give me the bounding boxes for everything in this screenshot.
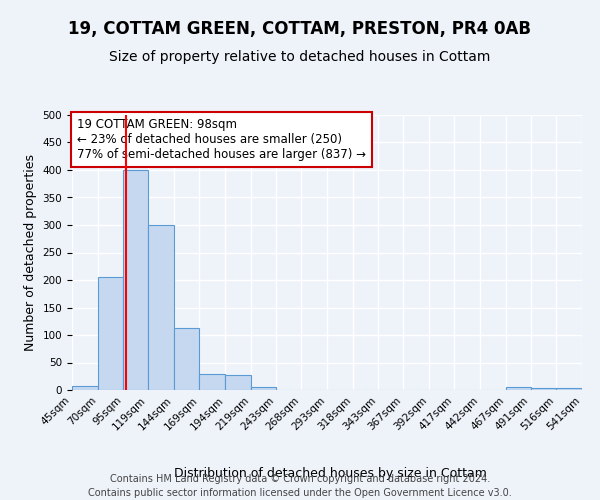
Text: 19 COTTAM GREEN: 98sqm
← 23% of detached houses are smaller (250)
77% of semi-de: 19 COTTAM GREEN: 98sqm ← 23% of detached… [77,118,366,161]
Bar [98,277,124,390]
Bar [124,170,148,390]
Bar [148,225,174,390]
Bar [506,387,530,390]
Text: Size of property relative to detached houses in Cottam: Size of property relative to detached ho… [109,50,491,64]
Y-axis label: Number of detached properties: Number of detached properties [24,154,37,351]
Bar [530,388,556,390]
Text: 19, COTTAM GREEN, COTTAM, PRESTON, PR4 0AB: 19, COTTAM GREEN, COTTAM, PRESTON, PR4 0… [68,20,532,38]
Bar [225,375,251,390]
Bar [556,388,582,390]
Bar [251,386,275,390]
Bar [199,374,225,390]
Bar [174,328,199,390]
Bar [72,386,98,390]
Text: Contains HM Land Registry data © Crown copyright and database right 2024.
Contai: Contains HM Land Registry data © Crown c… [88,474,512,498]
Text: Distribution of detached houses by size in Cottam: Distribution of detached houses by size … [173,467,487,480]
